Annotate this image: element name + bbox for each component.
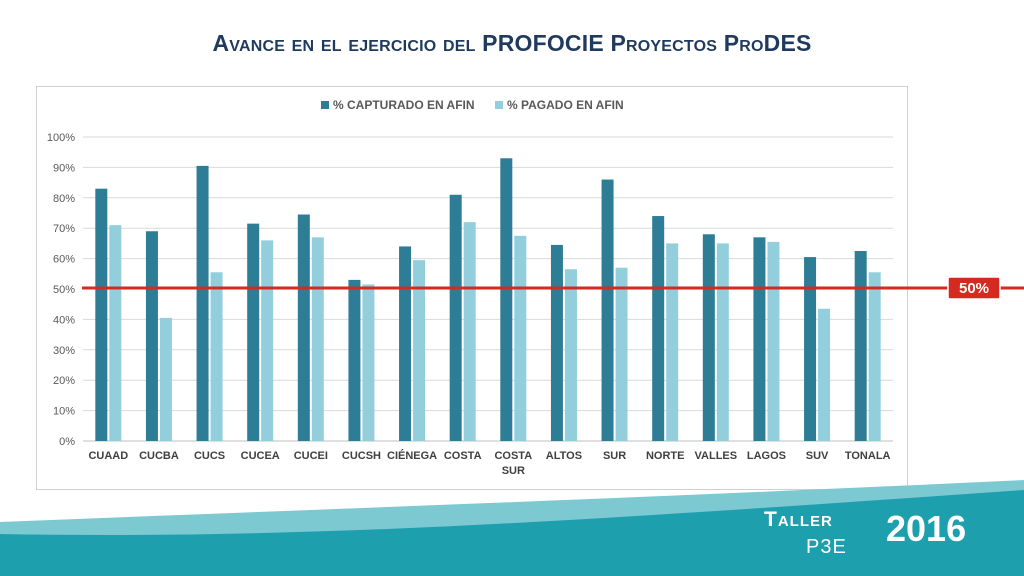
- y-tick-label: 0%: [59, 436, 75, 448]
- x-tick-label: SUV: [806, 450, 829, 462]
- legend-swatch: [495, 101, 503, 109]
- y-tick-label: 20%: [53, 375, 75, 387]
- bar-capturado: [247, 223, 260, 441]
- bar-capturado: [550, 244, 563, 441]
- y-tick-label: 30%: [53, 345, 75, 357]
- slide-title: Avance en el ejercicio del PROFOCIE Proy…: [212, 30, 812, 56]
- bar-pagado: [159, 317, 172, 441]
- x-tick-label: CIÉNEGA: [387, 449, 437, 462]
- x-tick-label: COSTA: [444, 450, 482, 462]
- bar-pagado: [514, 235, 527, 441]
- bar-pagado: [311, 237, 324, 441]
- bar-pagado: [615, 267, 628, 441]
- x-tick-label: TONALA: [845, 450, 891, 462]
- bar-capturado: [449, 194, 462, 441]
- x-tick-label: CUCEA: [241, 450, 280, 462]
- bar-capturado: [500, 158, 513, 441]
- legend-label: % CAPTURADO EN AFIN: [333, 98, 475, 112]
- bar-capturado: [702, 234, 715, 441]
- x-tick-label: CUCS: [194, 450, 225, 462]
- reference-label-box: [947, 276, 1001, 300]
- bar-capturado: [348, 279, 361, 441]
- x-tick-label: SUR: [502, 465, 525, 477]
- x-tick-label: COSTA: [494, 450, 532, 462]
- bar-pagado: [666, 243, 679, 441]
- y-tick-label: 50%: [53, 284, 75, 296]
- bar-pagado: [716, 243, 729, 441]
- bar-capturado: [804, 257, 817, 441]
- bar-capturado: [652, 216, 665, 441]
- bar-pagado: [109, 225, 122, 441]
- y-tick-label: 60%: [53, 254, 75, 266]
- chart-frame: 0% 10% 20% 30% 40% 50% 60% 70% 80% 90% 100% CUAAD CU…: [36, 86, 908, 490]
- x-tick-label: CUAAD: [88, 450, 128, 462]
- bar-pagado: [818, 308, 831, 441]
- x-tick-label: LAGOS: [747, 450, 786, 462]
- x-tick-label: CUCSH: [342, 450, 381, 462]
- brand-year: 2016: [886, 508, 967, 549]
- bar-capturado: [399, 246, 412, 441]
- bar-capturado: [95, 188, 108, 441]
- bar-capturado: [854, 251, 867, 441]
- x-tick-label: SUR: [603, 450, 626, 462]
- x-tick-label: ALTOS: [546, 450, 582, 462]
- bar-pagado: [564, 269, 577, 441]
- x-tick-label: VALLES: [695, 450, 738, 462]
- bar-capturado: [753, 237, 766, 441]
- bar-capturado: [145, 231, 158, 441]
- bar-pagado: [210, 272, 223, 441]
- y-tick-label: 100%: [47, 132, 75, 144]
- y-tick-label: 90%: [53, 162, 75, 174]
- footer-band: [0, 480, 1024, 576]
- bar-capturado: [601, 179, 614, 441]
- y-tick-label: 70%: [53, 223, 75, 235]
- x-tick-label: NORTE: [646, 450, 685, 462]
- reference-label: 50%: [959, 280, 989, 297]
- bar-chart: 0% 10% 20% 30% 40% 50% 60% 70% 80% 90% 100% CUAAD CU…: [47, 98, 893, 477]
- bar-pagado: [767, 241, 780, 441]
- legend-swatch: [321, 101, 329, 109]
- footer-wave-dark: [0, 490, 1024, 576]
- bar-pagado: [413, 260, 426, 441]
- bar-pagado: [261, 240, 274, 441]
- brand-p3e: P3E: [806, 536, 847, 558]
- x-tick-label: CUCEI: [294, 450, 328, 462]
- bar-capturado: [196, 165, 209, 441]
- legend-label: % PAGADO EN AFIN: [507, 98, 624, 112]
- bar-pagado: [868, 272, 881, 441]
- bar-pagado: [463, 222, 476, 441]
- bar-capturado: [297, 214, 310, 441]
- y-tick-label: 10%: [53, 406, 75, 418]
- brand-taller: Taller: [764, 508, 833, 531]
- bar-pagado: [362, 284, 375, 441]
- y-tick-label: 80%: [53, 193, 75, 205]
- x-tick-label: CUCBA: [139, 450, 179, 462]
- y-tick-label: 40%: [53, 314, 75, 326]
